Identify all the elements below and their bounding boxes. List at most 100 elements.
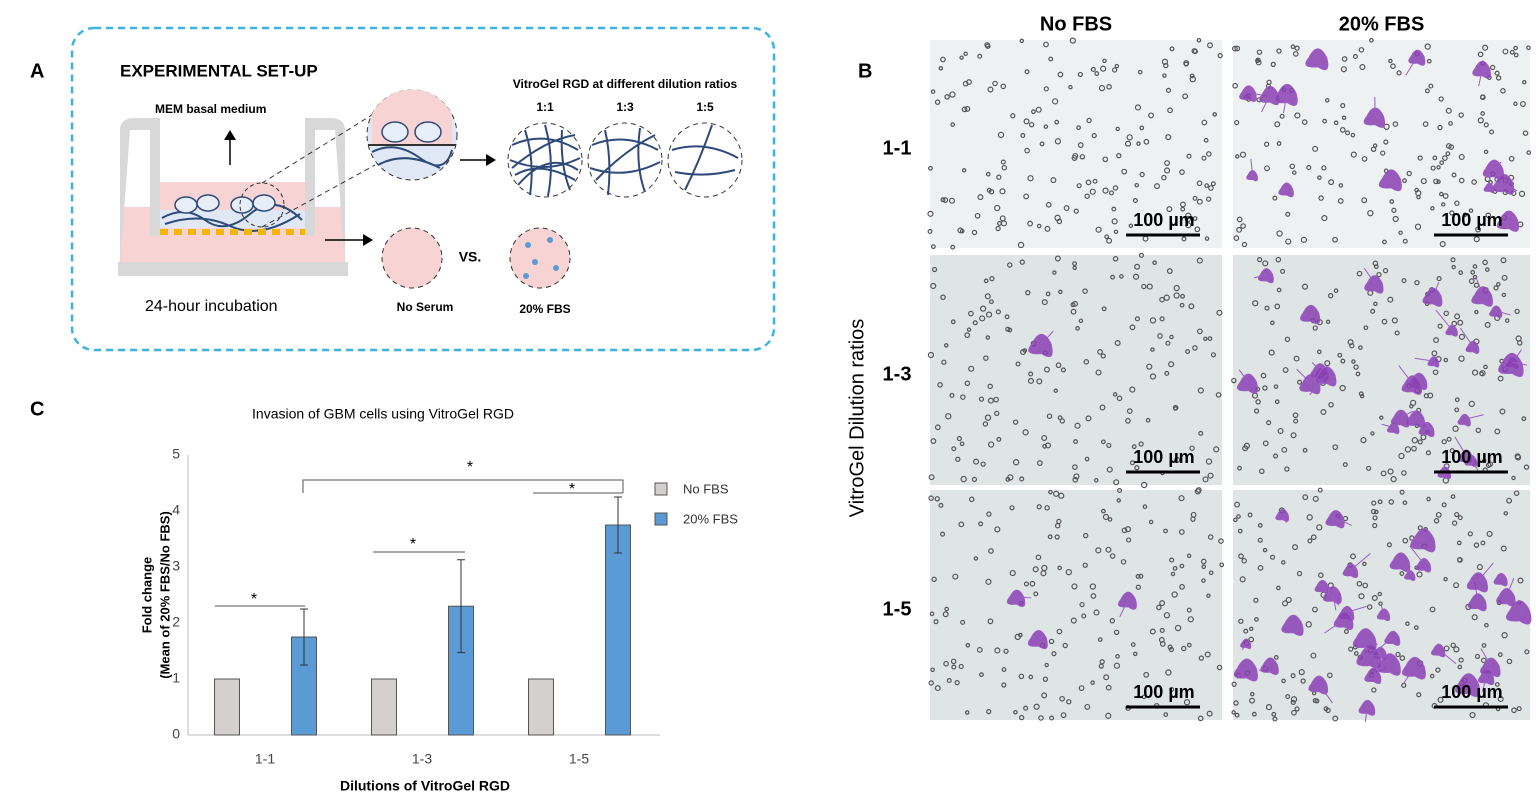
insert-wall	[305, 118, 345, 265]
pore	[1437, 696, 1444, 703]
pore	[1450, 494, 1456, 499]
pore	[1370, 431, 1375, 436]
pore	[1216, 309, 1223, 316]
pore	[1443, 576, 1448, 582]
pore	[1411, 445, 1417, 452]
pore	[1150, 347, 1155, 352]
pore	[972, 320, 978, 326]
pore	[1243, 628, 1249, 634]
pore	[978, 396, 985, 402]
pore	[1420, 178, 1427, 185]
pore	[1399, 571, 1405, 576]
pore	[1258, 468, 1265, 475]
pore	[1358, 47, 1365, 53]
pore	[1163, 528, 1168, 534]
pore	[1103, 674, 1110, 681]
pore	[1062, 642, 1068, 649]
pore	[1487, 461, 1494, 467]
pore	[1183, 699, 1191, 706]
pore	[1125, 418, 1131, 424]
pore	[1404, 446, 1412, 453]
no-serum-circle	[381, 227, 443, 289]
pore	[1185, 222, 1192, 229]
pore	[1284, 466, 1290, 472]
pore	[1057, 71, 1064, 78]
fbs-circle	[509, 227, 571, 289]
pore	[1274, 399, 1280, 405]
pore	[950, 244, 956, 250]
pore	[1458, 333, 1466, 340]
pore	[1276, 230, 1283, 237]
fbs-label: 20% FBS	[519, 302, 570, 316]
pore	[1274, 303, 1281, 310]
pore	[1456, 540, 1462, 546]
pore	[1207, 336, 1213, 342]
pore	[1168, 361, 1175, 368]
pore	[966, 327, 972, 332]
pore	[1139, 171, 1145, 178]
pore	[1294, 45, 1300, 51]
pore	[1290, 673, 1296, 679]
pore	[1194, 226, 1201, 233]
pore	[973, 556, 979, 561]
pore	[1159, 627, 1165, 633]
pore	[973, 458, 980, 465]
pore	[1422, 121, 1429, 127]
pore	[1476, 564, 1483, 571]
pore	[1442, 155, 1448, 161]
stained-cell	[1308, 675, 1333, 704]
pore	[1236, 514, 1241, 519]
pore	[1134, 263, 1141, 270]
pore	[1075, 326, 1080, 331]
pore	[1165, 340, 1171, 346]
pore	[933, 619, 939, 625]
pore	[1196, 37, 1202, 43]
pore	[1181, 645, 1187, 652]
pore	[1072, 261, 1077, 267]
pore	[1291, 709, 1297, 716]
pore	[1318, 195, 1324, 201]
pore	[1513, 101, 1518, 107]
pore	[1411, 437, 1418, 444]
pore	[1192, 345, 1198, 351]
pore	[1241, 557, 1247, 564]
panel-label: A	[30, 60, 44, 82]
chart: 0 1 2 3 4 5 1-1 1-3 1-5 No FBS 20% FBS * * * *	[172, 446, 738, 767]
pore	[1111, 67, 1118, 73]
pore	[1165, 87, 1172, 93]
pore	[1126, 134, 1133, 141]
pore	[1036, 460, 1043, 466]
pore	[1074, 422, 1081, 429]
pore	[1312, 606, 1318, 613]
bar	[371, 678, 397, 736]
pore	[927, 210, 934, 217]
pore	[1293, 418, 1299, 424]
pore	[929, 611, 935, 617]
pore	[1145, 417, 1151, 423]
pore	[986, 187, 992, 193]
pore	[1399, 655, 1406, 661]
pore	[1054, 119, 1060, 125]
pore	[1312, 145, 1319, 152]
pore	[1102, 513, 1110, 521]
pore	[1203, 137, 1209, 143]
pore	[1469, 711, 1476, 719]
pore	[1185, 349, 1191, 354]
pore	[1482, 259, 1488, 266]
panel-frame	[70, 26, 776, 352]
pore	[1495, 75, 1502, 81]
pore	[1185, 212, 1192, 219]
stained-cell	[1258, 657, 1279, 675]
pore	[987, 397, 994, 404]
pore	[1029, 580, 1036, 587]
pore	[1316, 349, 1322, 355]
pore	[1234, 712, 1240, 718]
well-base	[118, 262, 348, 276]
pore	[989, 276, 995, 282]
pore	[1373, 264, 1379, 269]
pore	[1128, 223, 1134, 228]
stained-cell	[1358, 699, 1376, 722]
stained-cell	[1492, 173, 1518, 195]
pore	[1183, 61, 1189, 67]
pore	[1136, 141, 1141, 146]
